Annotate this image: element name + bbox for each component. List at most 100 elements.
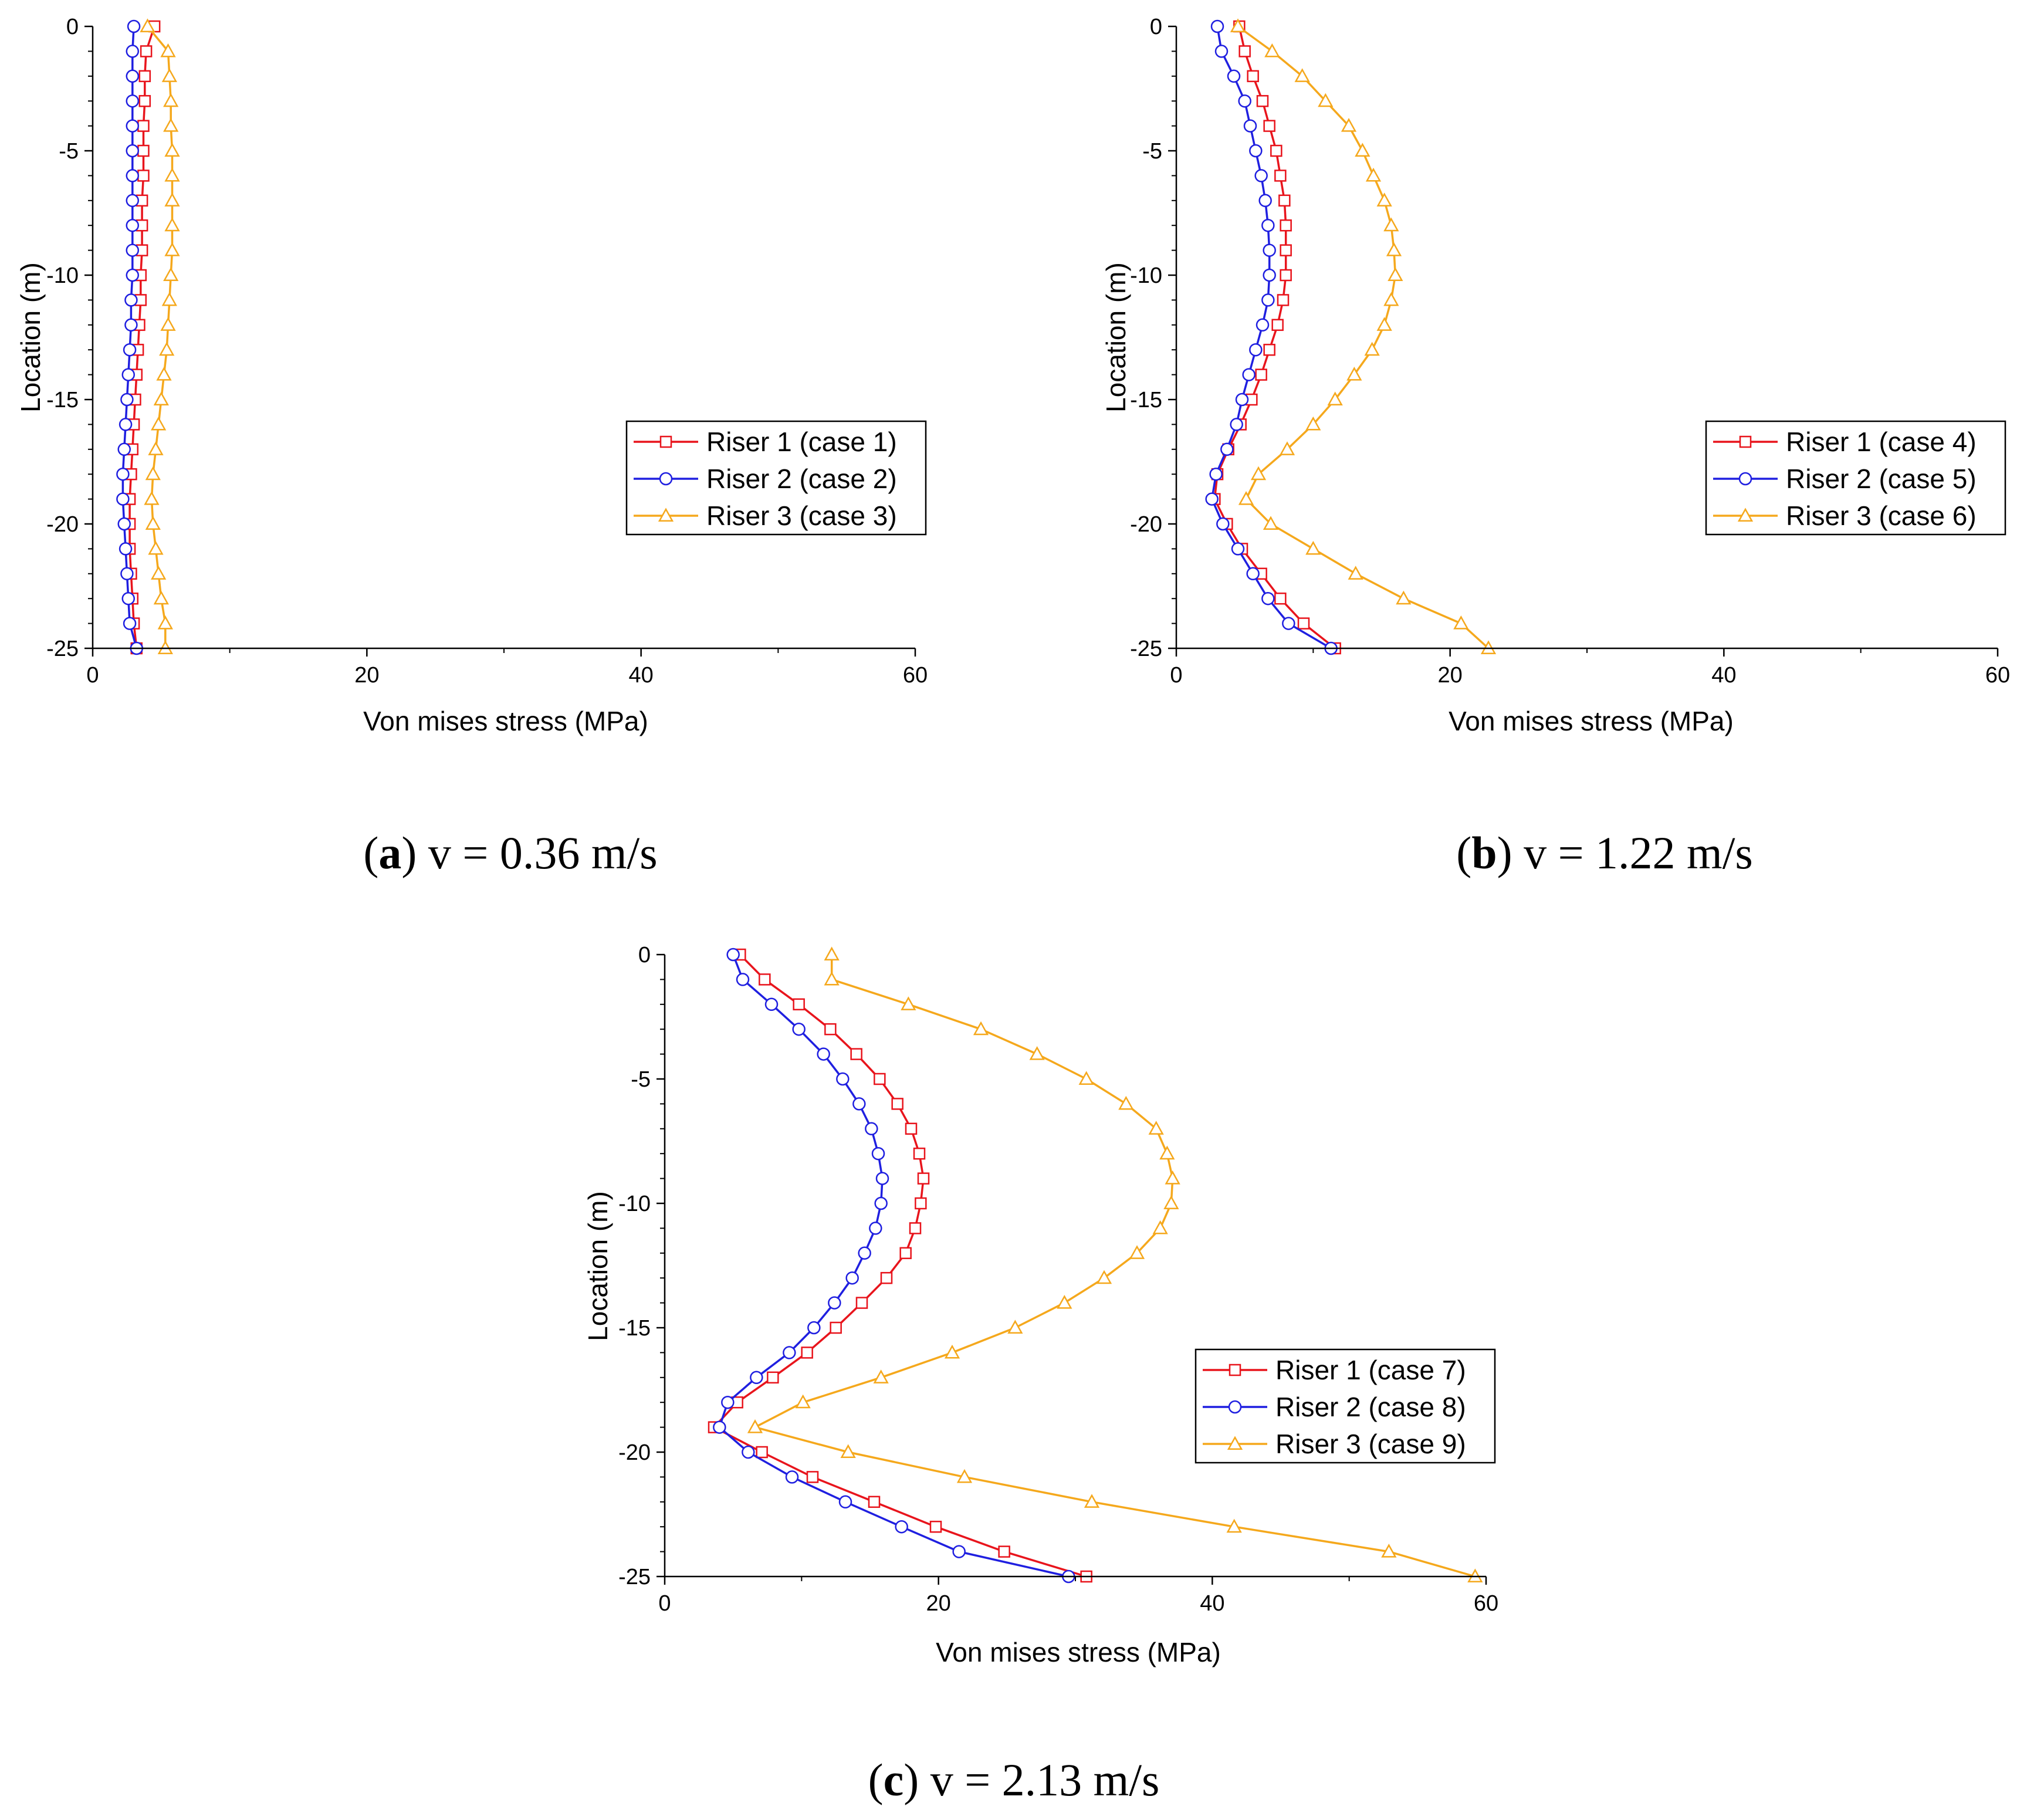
- data-point-c-3: [1096, 1270, 1112, 1284]
- series-b-1: [1209, 20, 1341, 655]
- y-tick-label: -5: [1142, 139, 1162, 164]
- data-point-c-2: [852, 1097, 866, 1111]
- data-point-a-3: [148, 441, 164, 455]
- y-tick-label: -25: [618, 1565, 651, 1589]
- legend-b: Riser 1 (case 4) Riser 2 (case 5) Riser 3 …: [1705, 420, 2006, 536]
- y-tick-label: -10: [1130, 263, 1162, 288]
- data-point-c-1: [880, 1271, 893, 1284]
- data-point-a-3: [151, 566, 167, 580]
- data-point-c-3: [795, 1394, 811, 1409]
- data-point-a-2: [121, 591, 136, 605]
- data-point-b-1: [1271, 319, 1284, 331]
- data-point-a-1: [137, 170, 150, 182]
- data-point-c-1: [874, 1073, 886, 1085]
- series-c-3: [747, 946, 1483, 1583]
- data-point-a-3: [145, 466, 161, 481]
- y-tick-label: -25: [1130, 637, 1162, 661]
- legend-marker: [659, 472, 673, 486]
- data-point-b-2: [1214, 45, 1229, 58]
- data-point-c-1: [909, 1222, 922, 1234]
- data-point-b-3: [1250, 466, 1267, 481]
- data-point-a-3: [163, 118, 179, 132]
- data-point-c-1: [793, 998, 805, 1011]
- data-point-a-2: [120, 393, 134, 407]
- data-point-b-3: [1383, 292, 1399, 306]
- data-point-b-2: [1209, 467, 1223, 481]
- data-point-a-2: [121, 368, 136, 381]
- data-point-c-3: [1129, 1245, 1145, 1259]
- y-tick-label: -10: [46, 263, 79, 288]
- data-point-a-3: [153, 590, 169, 605]
- chart-panel-a: 0 20 40 600-5-10-15-20-25 Riser 1 (case 1)R…: [15, 15, 928, 878]
- data-point-b-2: [1238, 94, 1251, 108]
- data-point-c-1: [891, 1098, 903, 1110]
- data-point-c-3: [956, 1469, 973, 1483]
- data-point-b-3: [1341, 118, 1357, 132]
- legend-marker: [658, 508, 674, 522]
- data-point-c-1: [917, 1172, 930, 1185]
- data-point-c-2: [750, 1371, 763, 1385]
- data-point-b-3: [1376, 317, 1392, 331]
- data-point-c-3: [873, 1369, 889, 1383]
- data-point-b-3: [1453, 615, 1469, 630]
- data-point-b-2: [1263, 243, 1276, 257]
- data-point-c-1: [899, 1247, 912, 1260]
- legend-marker: [1228, 1400, 1242, 1414]
- data-point-c-1: [801, 1347, 813, 1359]
- data-point-b-3: [1294, 68, 1310, 82]
- x-tick-label: 60: [1474, 1591, 1498, 1616]
- axes-b: 0 20 40 60 0 -5 -10 -15 -20 -25: [1130, 15, 2010, 688]
- series-line-c-2: [718, 954, 1069, 1578]
- data-point-a-2: [116, 467, 130, 481]
- data-point-a-2: [126, 218, 140, 232]
- data-point-c-2: [785, 1470, 799, 1484]
- data-point-c-2: [817, 1047, 830, 1061]
- data-point-c-2: [952, 1545, 966, 1558]
- caption-letter-c: c: [884, 1754, 904, 1805]
- axes-a: 0 20 40 60 0 -5 -10 -15 -20 -25: [46, 15, 928, 688]
- data-point-c-3: [747, 1419, 763, 1433]
- data-point-a-1: [137, 144, 150, 157]
- x-axis-title-b: Von mises stress (MPa): [1449, 706, 1734, 736]
- data-point-c-2: [792, 1022, 806, 1036]
- plot-area-a: [116, 18, 180, 655]
- data-point-a-2: [119, 418, 133, 431]
- x-tick-label: 0: [658, 1591, 671, 1616]
- data-point-a-1: [138, 94, 151, 107]
- data-point-a-2: [126, 45, 140, 58]
- data-point-b-3: [1396, 590, 1412, 605]
- chart-panel-b: 0 20 40 600-5-10-15-20-25 Riser 1 (case 4)R…: [1101, 15, 2010, 878]
- x-axis-title-c: Von mises stress (MPa): [936, 1637, 1221, 1667]
- caption-letter-a: a: [378, 827, 401, 878]
- data-point-b-1: [1278, 194, 1291, 207]
- caption-text-b: ) v = 1.22 m/s: [1497, 827, 1753, 878]
- data-point-a-2: [126, 69, 140, 83]
- data-point-a-3: [145, 516, 161, 530]
- data-point-c-3: [1148, 1121, 1164, 1135]
- data-point-c-2: [874, 1196, 888, 1210]
- series-line-b-1: [1213, 26, 1336, 649]
- data-point-b-3: [1318, 93, 1334, 107]
- series-c-2: [713, 948, 1075, 1584]
- data-point-a-3: [151, 416, 167, 431]
- y-tick-label: -15: [618, 1316, 651, 1341]
- data-point-a-2: [126, 243, 140, 257]
- data-point-c-2: [871, 1146, 885, 1161]
- data-point-b-3: [1263, 516, 1279, 530]
- data-point-b-1: [1297, 617, 1310, 630]
- data-point-a-3: [163, 93, 179, 107]
- data-point-c-3: [1078, 1071, 1094, 1085]
- y-tick-label: -15: [46, 388, 79, 412]
- data-point-a-3: [159, 341, 175, 356]
- caption-letter-b: b: [1471, 827, 1497, 878]
- series-line-c-1: [713, 953, 1087, 1578]
- y-tick-label: 0: [638, 943, 651, 967]
- data-point-c-3: [1381, 1544, 1397, 1558]
- data-point-b-2: [1261, 591, 1275, 605]
- plot-area-c: [708, 946, 1483, 1584]
- series-b-2: [1205, 19, 1338, 655]
- data-point-c-3: [824, 946, 840, 961]
- data-point-c-2: [828, 1296, 841, 1310]
- data-point-a-2: [123, 617, 137, 630]
